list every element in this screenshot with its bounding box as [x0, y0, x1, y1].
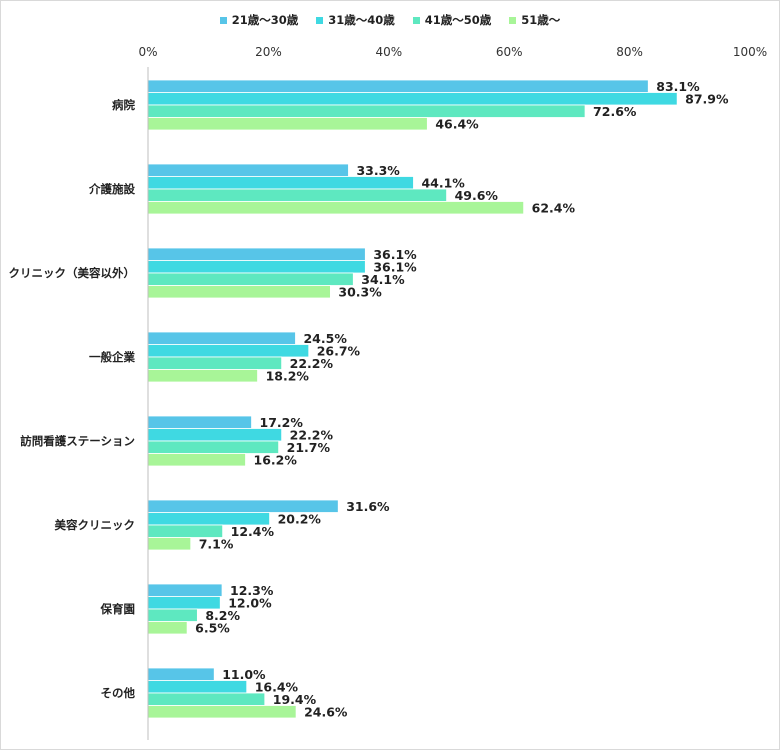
category-label: 病院	[112, 98, 135, 112]
legend-swatch	[412, 16, 420, 24]
data-label: 49.6%	[455, 188, 499, 203]
bar[interactable]	[147, 369, 258, 383]
category-label: 介護施設	[88, 182, 135, 196]
data-label: 8.2%	[205, 608, 240, 623]
bar[interactable]	[147, 453, 246, 467]
bar[interactable]	[147, 344, 310, 358]
bar[interactable]	[147, 163, 349, 177]
bar[interactable]	[147, 428, 283, 442]
bar[interactable]	[147, 285, 331, 299]
bar[interactable]	[147, 104, 586, 118]
x-tick-label: 40%	[375, 45, 402, 59]
data-label: 20.2%	[278, 511, 322, 526]
data-label: 12.0%	[228, 595, 272, 610]
legend-label: 21歳〜30歳	[231, 13, 299, 27]
bar[interactable]	[147, 79, 649, 93]
bar[interactable]	[147, 692, 266, 706]
x-tick-label: 0%	[138, 45, 157, 59]
legend-swatch	[316, 16, 324, 24]
x-tick-label: 60%	[496, 45, 523, 59]
data-label: 16.2%	[254, 452, 298, 467]
legend-label: 41歳〜50歳	[424, 13, 492, 27]
legend-item[interactable]: 21歳〜30歳	[219, 10, 299, 30]
legend: 21歳〜30歳 31歳〜40歳 41歳〜50歳 51歳〜	[0, 10, 780, 30]
category-label: その他	[101, 686, 136, 700]
data-label: 22.2%	[290, 427, 334, 442]
data-label: 62.4%	[532, 200, 576, 215]
data-label: 11.0%	[222, 667, 266, 682]
category-label: 美容クリニック	[55, 518, 136, 532]
data-label: 19.4%	[273, 692, 317, 707]
bar[interactable]	[147, 176, 414, 190]
data-label: 33.3%	[356, 163, 400, 178]
bar[interactable]	[147, 272, 354, 286]
category-label: 一般企業	[89, 350, 135, 364]
x-tick-label: 100%	[733, 45, 767, 59]
data-label: 46.4%	[435, 116, 479, 131]
data-label: 87.9%	[685, 91, 729, 106]
legend-label: 31歳〜40歳	[328, 13, 395, 27]
legend-item[interactable]: 51歳〜	[509, 10, 560, 30]
legend-swatch	[509, 16, 517, 24]
data-label: 22.2%	[290, 356, 334, 371]
data-label: 17.2%	[260, 415, 304, 430]
bar[interactable]	[147, 608, 198, 622]
bar[interactable]	[147, 331, 296, 345]
legend-item[interactable]: 41歳〜50歳	[412, 10, 492, 30]
data-label: 36.1%	[373, 259, 417, 274]
legend-label: 51歳〜	[521, 13, 561, 27]
data-label: 12.4%	[231, 524, 275, 539]
legend-swatch	[219, 16, 227, 24]
category-label: 訪問看護ステーション	[20, 434, 135, 448]
bar[interactable]	[147, 583, 223, 597]
data-label: 83.1%	[656, 79, 700, 94]
bar[interactable]	[147, 705, 297, 719]
data-label: 18.2%	[266, 368, 310, 383]
data-label: 21.7%	[287, 440, 331, 455]
data-label: 16.4%	[255, 679, 299, 694]
bar[interactable]	[147, 415, 252, 429]
category-label: 保育園	[100, 602, 136, 616]
data-label: 30.3%	[338, 284, 382, 299]
data-label: 6.5%	[195, 620, 230, 635]
bar[interactable]	[147, 667, 215, 681]
bar[interactable]	[147, 537, 192, 551]
data-label: 44.1%	[421, 175, 465, 190]
bar[interactable]	[147, 117, 428, 131]
x-tick-label: 20%	[255, 45, 282, 59]
data-label: 36.1%	[373, 247, 417, 262]
bar[interactable]	[147, 260, 366, 274]
data-label: 24.6%	[304, 704, 348, 719]
x-tick-label: 80%	[616, 45, 643, 59]
data-label: 26.7%	[317, 343, 361, 358]
legend-item[interactable]: 31歳〜40歳	[316, 10, 395, 30]
bar[interactable]	[147, 188, 447, 202]
data-label: 7.1%	[199, 536, 234, 551]
bar[interactable]	[147, 356, 283, 370]
data-label: 34.1%	[361, 272, 405, 287]
data-label: 12.3%	[230, 583, 274, 598]
bar[interactable]	[147, 201, 525, 215]
data-label: 31.6%	[346, 499, 390, 514]
category-label: クリニック（美容以外）	[9, 266, 136, 280]
bar[interactable]	[147, 680, 248, 694]
bar[interactable]	[147, 247, 366, 261]
bar[interactable]	[147, 621, 188, 635]
data-label: 72.6%	[593, 104, 637, 119]
data-label: 24.5%	[303, 331, 347, 346]
